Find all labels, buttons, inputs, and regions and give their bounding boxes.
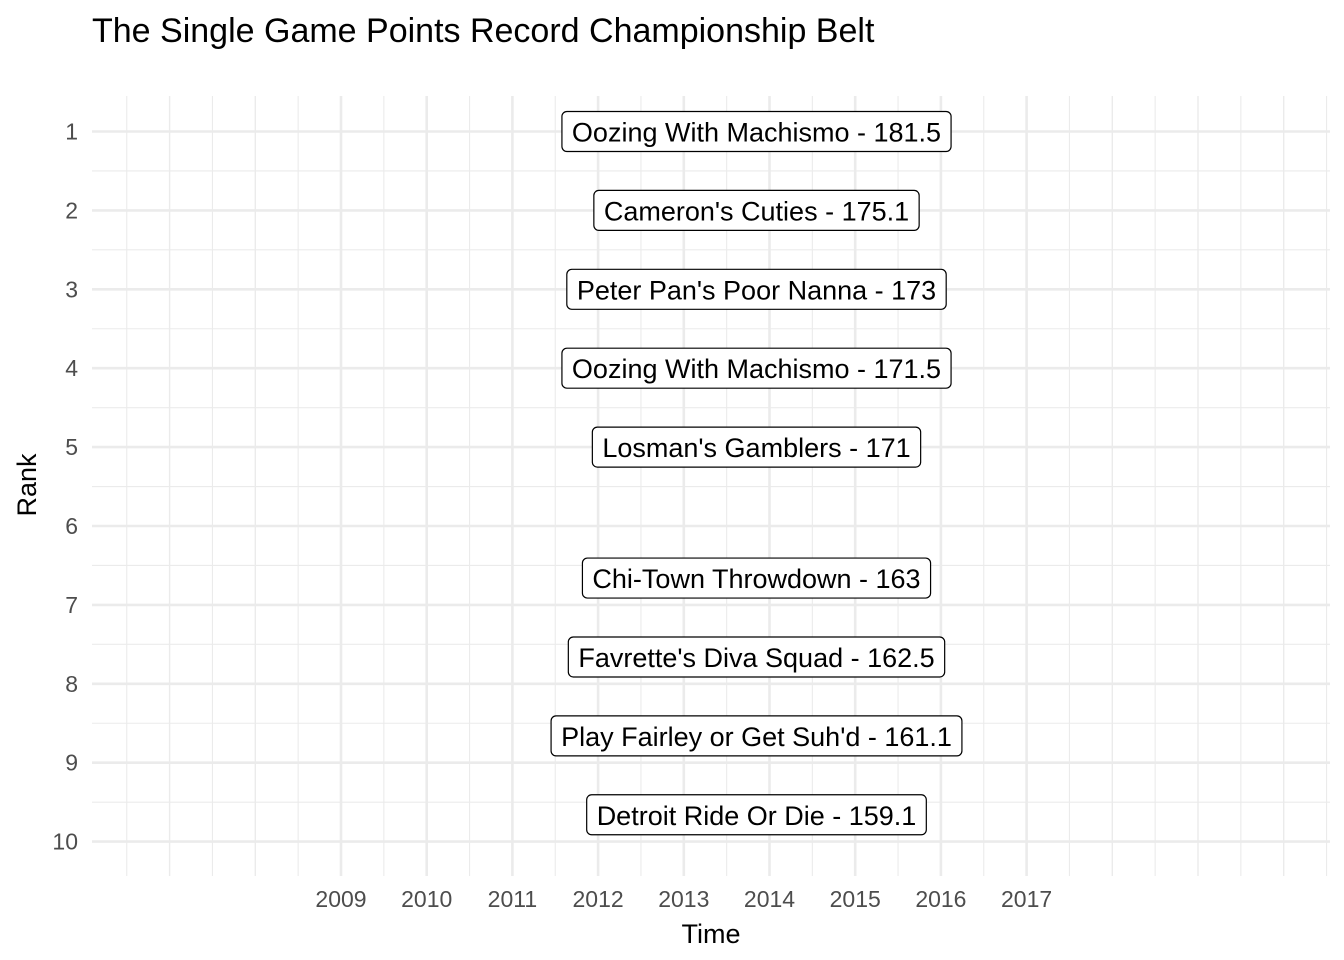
label-text: Peter Pan's Poor Nanna - 173: [577, 275, 936, 305]
record-label: Peter Pan's Poor Nanna - 173: [566, 268, 947, 310]
y-tick-label: 1: [65, 119, 78, 145]
label-text: Cameron's Cuties - 175.1: [604, 196, 909, 226]
x-tick-label: 2014: [744, 886, 795, 912]
x-tick-label: 2012: [573, 886, 624, 912]
label-text: Detroit Ride Or Die - 159.1: [597, 801, 917, 831]
label-text: Play Fairley or Get Suh'd - 161.1: [561, 722, 952, 752]
x-tick-label: 2015: [830, 886, 881, 912]
y-tick-label: 2: [65, 197, 78, 223]
record-label: Cameron's Cuties - 175.1: [593, 189, 920, 231]
label-box: [581, 557, 932, 599]
record-label: Detroit Ride Or Die - 159.1: [586, 794, 927, 836]
x-tick-label: 2010: [401, 886, 452, 912]
y-tick-label: 6: [65, 513, 78, 539]
record-label: Chi-Town Throwdown - 163: [581, 557, 932, 599]
record-label: Oozing With Machismo - 171.5: [561, 347, 952, 389]
x-axis-title: Time: [682, 919, 741, 949]
x-axis-ticks: 2009 2010 2011 2012 2013 2014 2015 2016 2017: [315, 886, 1052, 912]
x-tick-label: 2011: [488, 886, 537, 912]
label-box: [561, 347, 952, 389]
record-labels: Oozing With Machismo - 181.5 Cameron's Cu…: [550, 110, 963, 836]
label-box: [561, 110, 952, 153]
label-box: [591, 426, 922, 468]
label-box: [593, 189, 920, 231]
record-label: Favrette's Diva Squad - 162.5: [567, 636, 946, 678]
label-text: Losman's Gamblers - 171: [602, 433, 910, 463]
label-text: Chi-Town Throwdown - 163: [592, 564, 920, 594]
label-text: Oozing With Machismo - 181.5: [572, 118, 941, 148]
label-text: Favrette's Diva Squad - 162.5: [578, 643, 934, 673]
y-tick-label: 7: [65, 592, 78, 618]
label-box: [566, 268, 947, 310]
y-tick-label: 8: [65, 671, 78, 697]
y-tick-label: 4: [65, 355, 78, 381]
x-tick-label: 2013: [658, 886, 709, 912]
y-tick-label: 10: [52, 829, 78, 855]
record-label: Losman's Gamblers - 171: [591, 426, 922, 468]
y-axis-ticks: 1 2 3 4 5 6 7 8 9 10: [52, 119, 78, 855]
chart-title: The Single Game Points Record Championsh…: [92, 12, 875, 50]
y-axis-title: Rank: [12, 453, 42, 517]
y-tick-label: 5: [65, 434, 78, 460]
label-text: Oozing With Machismo - 171.5: [572, 354, 941, 384]
y-tick-label: 9: [65, 750, 78, 776]
label-box: [550, 715, 963, 757]
record-label: Oozing With Machismo - 181.5: [561, 110, 952, 153]
label-box: [586, 794, 927, 836]
x-tick-label: 2017: [1001, 886, 1052, 912]
record-label: Play Fairley or Get Suh'd - 161.1: [550, 715, 963, 757]
label-box: [567, 636, 946, 678]
x-tick-label: 2009: [315, 886, 366, 912]
y-tick-label: 3: [65, 276, 78, 302]
x-tick-label: 2016: [915, 886, 966, 912]
